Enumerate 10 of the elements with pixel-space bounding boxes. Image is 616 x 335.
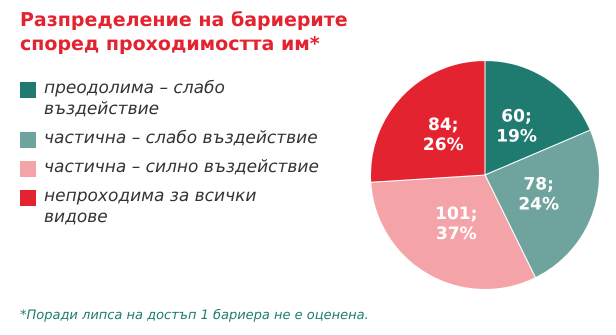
legend-label: частична – силно въздействие bbox=[44, 157, 319, 178]
data-label: 60; 19% bbox=[496, 106, 537, 147]
chart-title: Разпределение на бариерите според проходимостта им* bbox=[20, 8, 349, 56]
legend-label: частична – слабо въздействие bbox=[44, 128, 318, 149]
data-label: 101; 37% bbox=[435, 204, 478, 244]
data-label: 84; 26% bbox=[422, 115, 464, 156]
text: *Поради липса на достъп 1 бариера не е оценена. bbox=[20, 308, 369, 323]
legend-label: преодолима – слабо въздействие bbox=[44, 78, 226, 120]
data-label: 78; 24% bbox=[518, 174, 560, 214]
legend-label: непроходима за всички видове bbox=[44, 186, 258, 228]
